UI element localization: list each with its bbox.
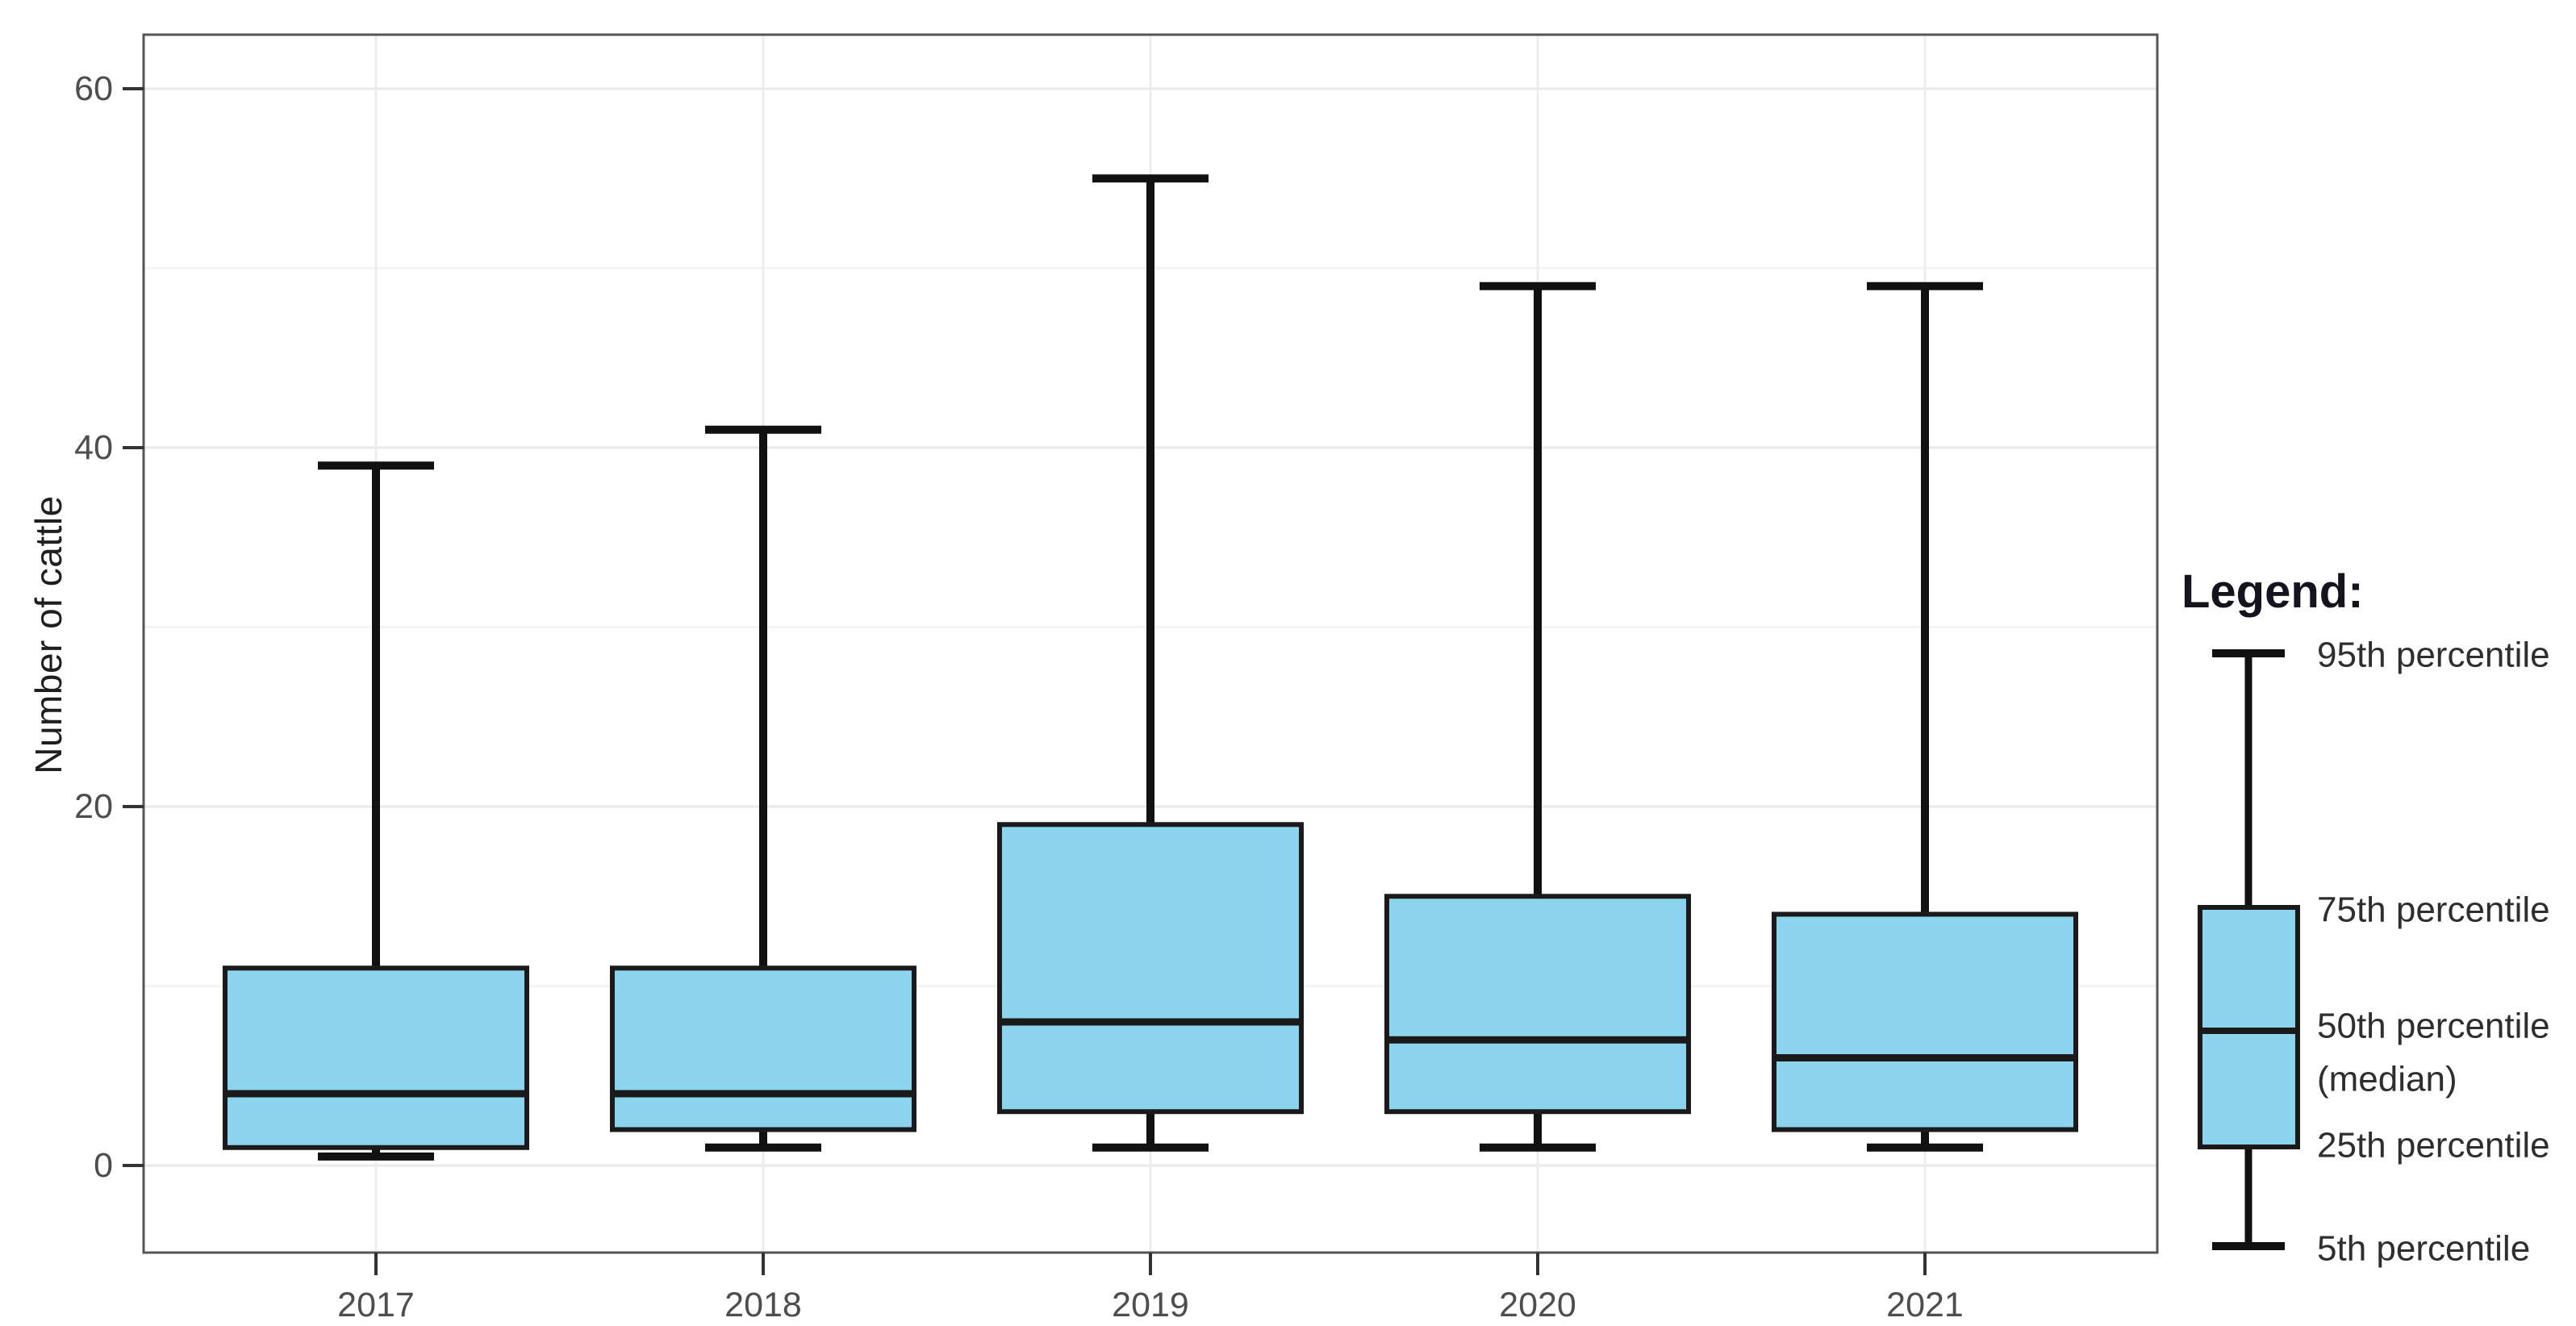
box-2017 (223, 965, 529, 1150)
legend-label-5th-percentile: 5th percentile (2317, 1229, 2530, 1269)
x-tick-label-2019: 2019 (1112, 1286, 1189, 1324)
x-tick-label-2021: 2021 (1886, 1286, 1964, 1324)
boxplot-2018 (610, 425, 916, 1152)
legend-label-50th-percentile: 50th percentile (2317, 1007, 2550, 1046)
boxplot-2021 (1772, 281, 2078, 1152)
y-tick-label-20: 20 (74, 787, 113, 826)
x-tick-label-2018: 2018 (724, 1286, 802, 1324)
legend-glyph (2198, 649, 2300, 1250)
boxplot-2019 (997, 174, 1304, 1152)
y-axis-title: Number of cattle (27, 495, 69, 774)
x-tick-label-2017: 2017 (337, 1286, 415, 1324)
legend-label-95th-percentile: 95th percentile (2317, 636, 2550, 675)
box-2018 (610, 965, 916, 1132)
box-2021 (1772, 911, 2078, 1132)
y-tick-label-60: 60 (74, 69, 113, 108)
legend-label-25th-percentile: 25th percentile (2317, 1126, 2550, 1165)
legend-title: Legend: (2181, 565, 2364, 618)
legend-box (2198, 905, 2300, 1149)
legend-label-median: (median) (2317, 1060, 2457, 1099)
y-tick-label-40: 40 (74, 428, 113, 467)
y-tick-label-0: 0 (94, 1146, 113, 1185)
boxplot-2017 (223, 461, 529, 1161)
box-2019 (997, 822, 1304, 1115)
x-tick-label-2020: 2020 (1499, 1286, 1576, 1324)
box-2020 (1384, 894, 1691, 1115)
boxplot-2020 (1384, 281, 1691, 1152)
legend-label-75th-percentile: 75th percentile (2317, 890, 2550, 930)
